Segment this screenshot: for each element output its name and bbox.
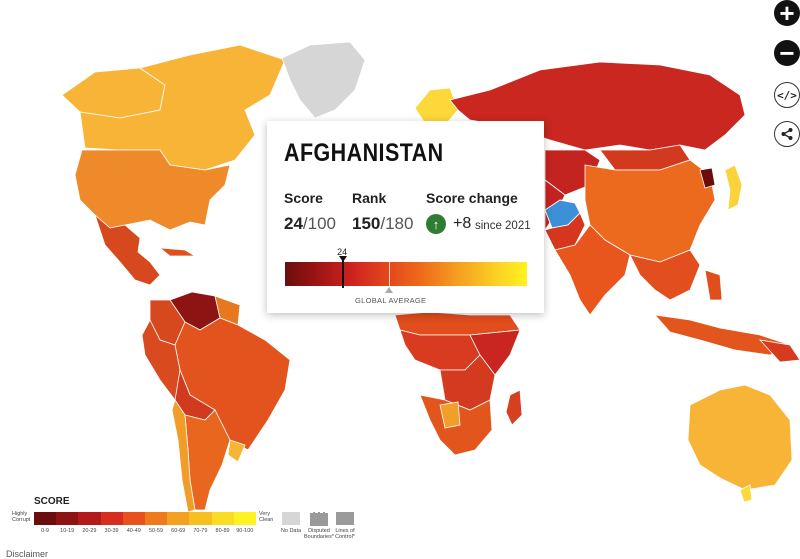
score-label: Score (284, 190, 323, 206)
zoom-in-button[interactable]: + (774, 0, 800, 26)
legend-color-bar (34, 512, 257, 525)
legend-bin-4 (122, 512, 146, 525)
legend-bin-5 (145, 512, 168, 525)
map-region-usa[interactable] (74, 149, 231, 231)
legend-bin-label: 70-79 (193, 528, 208, 534)
legend-high-label: Very Clean (259, 511, 274, 523)
legend-title: SCORE (34, 496, 70, 507)
map-region-east-africa[interactable] (469, 329, 521, 376)
legend-bin-label: 20-29 (82, 528, 97, 534)
score-value: 24/100 (284, 214, 337, 233)
zoom-out-button[interactable]: − (774, 40, 800, 66)
legend-bin-8 (211, 512, 234, 525)
map-region-japan[interactable] (724, 164, 743, 211)
map-region-cuba[interactable] (158, 247, 197, 257)
legend-bin-label: 0-9 (41, 528, 49, 534)
score-marker-pointer (339, 256, 348, 262)
map-region-botswana[interactable] (439, 401, 461, 429)
map-region-philippines[interactable] (704, 269, 723, 301)
country-popup: AFGHANISTAN Score 24/100 Rank 150/180 Sc… (267, 121, 544, 313)
legend-low-label: Highly Corrupt (12, 511, 31, 523)
share-button[interactable] (774, 121, 800, 147)
map-region-madagascar[interactable] (505, 389, 523, 426)
arrow-up-icon: ↑ (426, 214, 446, 234)
map-region-australia[interactable] (687, 384, 793, 491)
rank-value: 150/180 (352, 214, 414, 233)
legend-bin-0 (34, 512, 57, 525)
legend-bin-6 (167, 512, 190, 525)
map-region-uruguay[interactable] (227, 439, 246, 463)
map-region-india[interactable] (554, 224, 631, 316)
score-marker-label: 24 (337, 247, 348, 257)
legend-bin-9 (233, 512, 257, 525)
legend-bin-label: 10-19 (60, 528, 75, 534)
score-change-label: Score change (426, 190, 518, 206)
map-region-west-africa[interactable] (399, 329, 481, 371)
legend-bin-label: 50-59 (148, 528, 164, 534)
lines-of-control-swatch (336, 512, 354, 525)
disputed-swatch (310, 512, 328, 526)
map-region-chile[interactable] (171, 399, 196, 513)
global-average-label: GLOBAL AVERAGE (355, 296, 427, 305)
global-average-line (389, 262, 390, 286)
map-region-png[interactable] (758, 339, 800, 363)
no-data-label: No Data (280, 528, 302, 534)
score-marker (342, 260, 345, 288)
legend-bin-label: 90-100 (236, 528, 254, 534)
legend-bin-1 (56, 512, 79, 525)
country-name: AFGHANISTAN (284, 139, 444, 167)
score-change-since: since 2021 (475, 220, 531, 232)
map-region-north-korea[interactable] (699, 167, 716, 189)
map-region-alaska[interactable] (61, 67, 166, 119)
score-change-value: +8 (453, 215, 472, 232)
embed-button[interactable]: </> (774, 82, 800, 108)
map-region-southeast-asia[interactable] (629, 249, 701, 301)
map-region-new-zealand[interactable] (739, 484, 753, 503)
legend-bin-3 (100, 512, 123, 525)
rank-label: Rank (352, 190, 387, 206)
legend-bin-2 (78, 512, 101, 525)
score-legend: SCORE Highly Corrupt Very Clean 0-9 10-19… (12, 494, 372, 557)
lines-of-control-label: Lines of Control* (335, 528, 355, 540)
disclaimer-link[interactable]: Disclaimer (6, 549, 49, 559)
legend-bin-label: 60-69 (171, 528, 186, 534)
score-gradient-bar (285, 262, 527, 286)
global-average-pointer (385, 287, 393, 293)
legend-bin-label: 30-39 (104, 528, 119, 534)
map-region-mexico[interactable] (94, 213, 161, 286)
disputed-label: Disputed Boundaries* (304, 528, 334, 540)
legend-bin-label: 80-89 (215, 528, 230, 534)
legend-bin-label: 40-49 (126, 528, 141, 534)
map-region-greenland[interactable] (281, 41, 366, 119)
legend-bin-7 (189, 512, 212, 525)
share-icon (781, 128, 793, 140)
no-data-swatch (282, 512, 300, 525)
